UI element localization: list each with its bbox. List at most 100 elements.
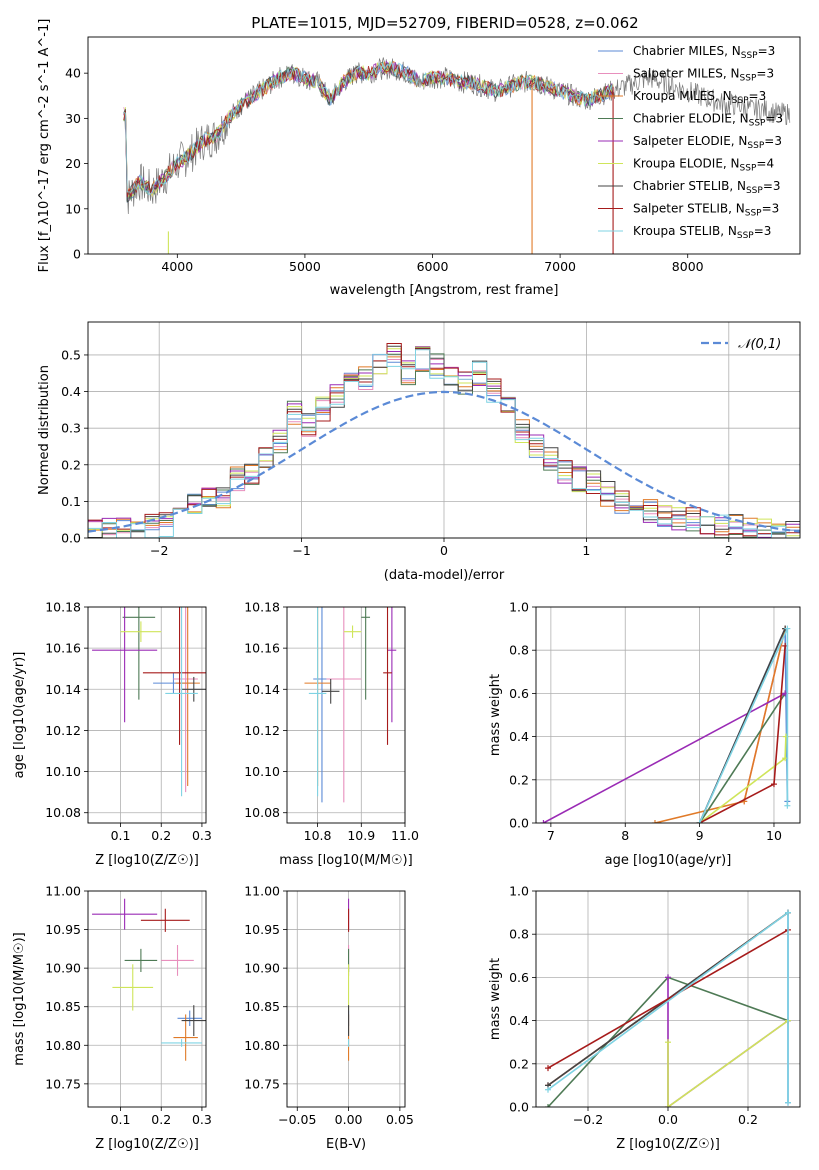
- mass-weight-line: [543, 692, 786, 823]
- x-axis-label: mass [log10(M/M☉)]: [279, 853, 412, 868]
- y-tick-label: 10: [65, 201, 81, 216]
- x-tick-label: −1: [292, 543, 310, 558]
- x-tick-label: 2: [725, 543, 733, 558]
- legend-subscript: SSP: [741, 51, 758, 61]
- y-tick-label: 10.18: [45, 600, 81, 615]
- age-vs-mass-panel: 10.8 10.9 11.0 10.08 10.10 10.12 10.14 10.16 10.…: [244, 600, 419, 869]
- x-axis-label: (data-model)/error: [384, 568, 505, 583]
- y-tick-label: 10.90: [45, 961, 81, 976]
- x-axis-label: Z [log10(Z/Z☉)]: [616, 1137, 720, 1152]
- x-tick-label: 9: [696, 828, 704, 843]
- x-tick-label: 7000: [544, 259, 576, 274]
- normal-distribution-curve: [88, 390, 800, 533]
- mass-vs-ebv-panel: −0.05 0.00 0.05 10.75 10.80 10.85 10.90 10.95 11…: [244, 884, 414, 1153]
- legend-entry: Salpeter STELIB, NSSP=3: [633, 202, 779, 219]
- spectrum-lines: [123, 57, 791, 254]
- mass-weight-line: [667, 977, 789, 1107]
- y-tick-label: 10.16: [244, 641, 280, 656]
- legend-entry: Chabrier STELIB, NSSP=3: [633, 179, 781, 196]
- y-tick-label: 10.85: [244, 999, 280, 1014]
- y-tick-label: 10.95: [244, 922, 280, 937]
- residuals-panel: −2 −1 0 1 2 0.0 0.1 0.2 0.3 0.4 0.5 (data-model)/er…: [37, 321, 801, 583]
- y-tick-label: 0.0: [61, 531, 81, 546]
- x-tick-label: 0.3: [192, 828, 212, 843]
- x-tick-label: 8: [621, 828, 629, 843]
- mass-vs-z-panel: 0.1 0.2 0.3 10.75 10.80 10.85 10.90 10.95 11.00 Z…: [12, 884, 212, 1153]
- y-axis-label: mass weight: [488, 958, 503, 1040]
- x-tick-label: 0: [440, 543, 448, 558]
- y-tick-label: 0.0: [509, 1100, 529, 1115]
- y-tick-label: 0.0: [509, 816, 529, 831]
- legend-entry: Chabrier MILES, NSSP=3: [633, 44, 775, 61]
- x-axis-label: E(B-V): [326, 1137, 366, 1152]
- model-spectrum-line: [123, 63, 614, 203]
- y-tick-label: 10.10: [244, 764, 280, 779]
- y-axis-label: age [log10(age/yr)]: [12, 652, 27, 779]
- x-tick-label: −0.2: [573, 1112, 603, 1127]
- legend-value: =4: [756, 157, 774, 171]
- x-tick-label: −2: [150, 543, 168, 558]
- y-axis-label: Flux [f_λ10^-17 erg cm^-2 s^-1 A^-1]: [37, 19, 52, 273]
- y-tick-label: 0: [73, 247, 81, 262]
- y-tick-label: 0.5: [61, 347, 81, 362]
- spectrum-panel: 4000 5000 6000 7000 8000 0 10 20 30 40 wavelength …: [37, 19, 801, 298]
- legend-entry: Salpeter MILES, NSSP=3: [633, 67, 774, 84]
- legend-entry: Kroupa ELODIE, NSSP=4: [633, 157, 774, 174]
- legend-subscript: SSP: [737, 231, 754, 241]
- legend-value: =3: [762, 202, 780, 216]
- model-spectrum-line: [123, 60, 614, 196]
- axes-frame: [87, 890, 207, 1108]
- y-tick-label: 30: [65, 111, 81, 126]
- y-tick-label: 0.6: [509, 686, 529, 701]
- y-tick-label: 1.0: [509, 600, 529, 615]
- weight-vs-z-panel: −0.2 0.0 0.2 0.0 0.2 0.4 0.6 0.8 1.0 Z [log10(Z/Z…: [488, 884, 801, 1152]
- y-tick-label: 0.3: [61, 421, 81, 436]
- mass-weight-line: [547, 929, 789, 1069]
- legend-value: =3: [756, 67, 774, 81]
- y-tick-label: 10.85: [45, 999, 81, 1014]
- x-tick-label: 0.0: [658, 1112, 678, 1127]
- y-tick-label: 0.4: [61, 384, 81, 399]
- x-tick-label: 10: [766, 828, 782, 843]
- x-axis-label: Z [log10(Z/Z☉)]: [95, 853, 199, 868]
- legend-subscript: SSP: [745, 209, 762, 219]
- legend-value: =3: [763, 179, 781, 193]
- y-axis-label: Normed distribution: [37, 365, 52, 495]
- legend-subscript: SSP: [749, 119, 766, 129]
- x-tick-label: 6000: [417, 259, 449, 274]
- x-tick-label: 10.9: [347, 828, 375, 843]
- axes-frame: [535, 606, 801, 824]
- mass-weight-line: [698, 692, 786, 823]
- y-tick-label: 0.8: [509, 643, 529, 658]
- x-tick-label: 0.1: [111, 828, 131, 843]
- x-tick-label: 11.0: [391, 828, 419, 843]
- axes-frame: [535, 890, 801, 1108]
- y-axis-label: mass weight: [488, 674, 503, 756]
- y-tick-label: 11.00: [244, 884, 280, 899]
- legend-entry: 𝒩(0,1): [738, 337, 781, 352]
- x-tick-label: 7: [547, 828, 555, 843]
- y-tick-label: 10.08: [45, 805, 81, 820]
- y-tick-label: 10.12: [244, 723, 280, 738]
- axes-frame: [286, 890, 406, 1108]
- axes-frame: [87, 606, 207, 824]
- x-tick-label: 0.1: [111, 1112, 131, 1127]
- x-axis-label: wavelength [Angstrom, rest frame]: [330, 283, 559, 298]
- y-axis-label: mass [log10(M/M☉)]: [12, 932, 27, 1065]
- y-tick-label: 0.4: [509, 1013, 529, 1028]
- legend-value: =3: [764, 134, 782, 148]
- legend-subscript: SSP: [746, 186, 763, 196]
- weight-vs-age-panel: 7 8 9 10 0.0 0.2 0.4 0.6 0.8 1.0 age [log10(age/yr…: [488, 600, 801, 868]
- y-tick-label: 40: [65, 66, 81, 81]
- legend-entry: Kroupa STELIB, NSSP=3: [633, 224, 771, 241]
- x-tick-label: 1: [582, 543, 590, 558]
- x-tick-label: 0.2: [151, 1112, 171, 1127]
- legend-entry: Kroupa MILES, NSSP=3: [633, 89, 766, 106]
- residual-histogram-step: [88, 349, 800, 538]
- y-tick-label: 10.14: [45, 682, 81, 697]
- x-tick-label: 8000: [672, 259, 704, 274]
- y-tick-label: 10.12: [45, 723, 81, 738]
- y-tick-label: 10.80: [45, 1038, 81, 1053]
- model-spectrum-line: [123, 63, 614, 197]
- axes-frame: [286, 606, 406, 824]
